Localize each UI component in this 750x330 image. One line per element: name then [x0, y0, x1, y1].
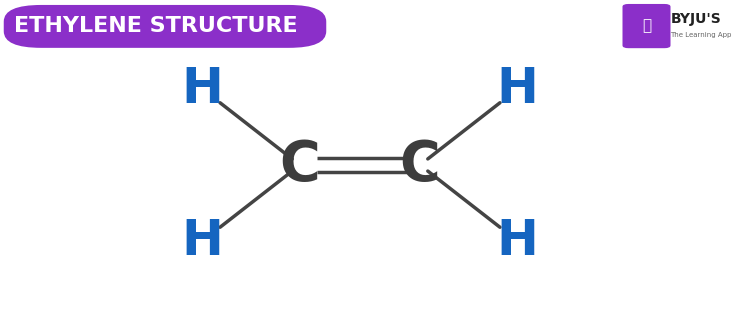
Text: C: C	[400, 138, 440, 192]
FancyBboxPatch shape	[4, 5, 326, 48]
Text: BYJU'S: BYJU'S	[670, 12, 722, 26]
Text: H: H	[182, 65, 224, 113]
FancyBboxPatch shape	[622, 4, 670, 48]
Text: H: H	[182, 217, 224, 265]
Text: C: C	[280, 138, 320, 192]
Text: Ⓑ: Ⓑ	[642, 18, 651, 34]
Text: H: H	[496, 217, 538, 265]
Text: ETHYLENE STRUCTURE: ETHYLENE STRUCTURE	[13, 16, 297, 36]
Text: H: H	[496, 65, 538, 113]
Text: The Learning App: The Learning App	[670, 32, 732, 38]
